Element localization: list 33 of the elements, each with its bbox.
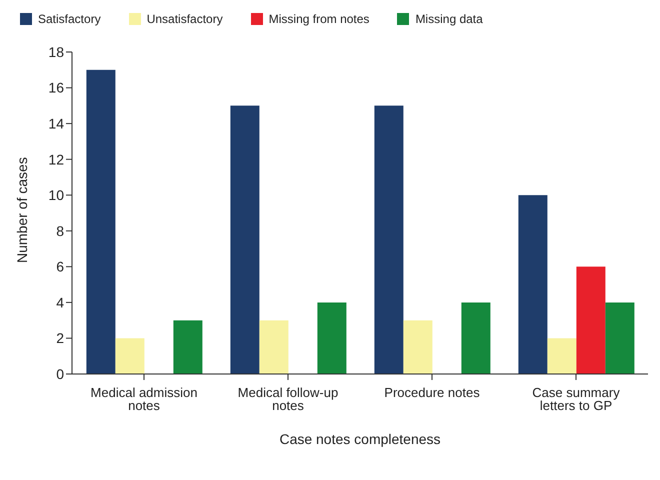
y-tick-label: 16 — [48, 80, 64, 96]
legend-label: Missing data — [414, 12, 483, 26]
bar — [230, 106, 260, 374]
y-axis-title: Number of cases — [14, 157, 30, 263]
legend-label: Satisfactory — [37, 12, 101, 26]
x-tick-label: Medical admission notes — [90, 385, 198, 414]
bar — [259, 320, 288, 374]
bar — [86, 70, 116, 374]
bar — [576, 266, 606, 374]
x-axis-title: Case notes completeness — [279, 431, 441, 447]
legend-label: Missing from notes — [268, 12, 370, 26]
bar — [403, 320, 432, 374]
y-tick-label: 12 — [48, 151, 64, 168]
y-tick-label: 14 — [48, 116, 64, 132]
legend-label: Unsatisfactory — [146, 12, 223, 26]
x-tick-label: Procedure notes — [384, 385, 480, 400]
y-tick-label: 2 — [56, 330, 64, 346]
bar — [547, 338, 576, 374]
bar — [173, 320, 202, 374]
bar — [518, 195, 548, 374]
bar — [317, 302, 346, 374]
bar — [115, 338, 144, 374]
y-tick-label: 10 — [48, 187, 64, 204]
y-tick-label: 18 — [48, 44, 64, 60]
bar — [374, 106, 404, 374]
y-tick-label: 6 — [56, 258, 64, 275]
bar — [605, 302, 634, 374]
y-tick-label: 0 — [56, 366, 64, 382]
y-tick-label: 4 — [56, 294, 64, 310]
x-tick-label: Case summary letters to GP — [532, 385, 620, 414]
y-tick-label: 8 — [56, 222, 64, 239]
x-tick-label: Medical follow-up notes — [238, 385, 338, 414]
bar — [461, 302, 490, 374]
